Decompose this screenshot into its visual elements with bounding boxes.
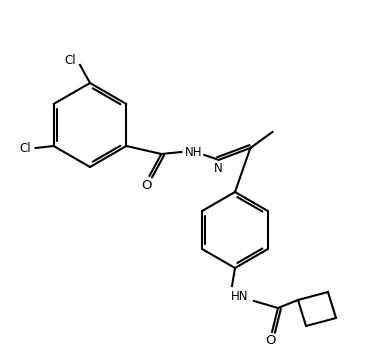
- Text: N: N: [214, 161, 223, 174]
- Text: O: O: [265, 335, 275, 348]
- Text: HN: HN: [231, 290, 249, 303]
- Text: Cl: Cl: [64, 53, 76, 66]
- Text: NH: NH: [185, 145, 202, 158]
- Text: O: O: [141, 178, 152, 191]
- Text: Cl: Cl: [20, 142, 32, 155]
